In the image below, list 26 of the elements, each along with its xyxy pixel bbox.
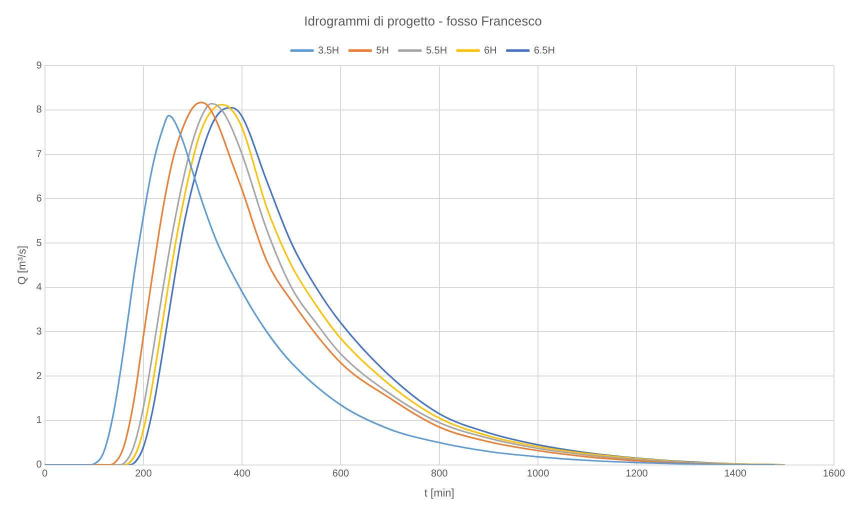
y-tick-label: 8 [36,104,42,116]
y-tick-label: 2 [36,370,42,382]
chart-title: Idrogrammi di progetto - fosso Francesco [304,13,542,28]
legend-label: 5H [376,45,389,56]
legend-label: 5.5H [426,45,448,56]
x-tick-label: 1000 [526,468,550,480]
y-tick-label: 3 [36,326,42,338]
y-tick-label: 0 [36,460,42,471]
y-tick-label: 6 [36,193,42,204]
y-tick-label: 1 [36,415,42,426]
x-tick-label: 1600 [822,468,846,480]
y-tick-label: 7 [36,149,42,160]
y-axis-title: Q [m³/s] [16,246,29,285]
legend-label: 6.5H [534,45,555,56]
x-tick-label: 800 [431,468,448,480]
x-tick-label: 1400 [724,468,747,480]
x-tick-label: 600 [332,468,350,480]
legend-label: 6H [484,45,497,56]
x-axis-title: t [min] [424,487,454,500]
x-tick-label: 200 [135,468,152,480]
y-tick-label: 9 [36,60,42,72]
x-tick-label: 400 [234,468,251,480]
y-tick-label: 4 [36,282,42,294]
legend-label: 3.5H [318,45,340,56]
x-tick-label: 1200 [626,468,648,480]
y-tick-label: 5 [36,238,42,249]
